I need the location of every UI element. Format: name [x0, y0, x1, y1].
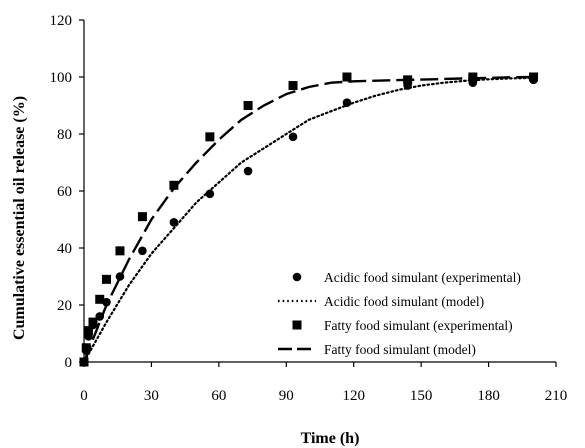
y-axis-ticks: 0 20 40 60 80 100 120	[50, 13, 84, 371]
x-tick-label: 180	[477, 388, 500, 404]
data-point-square	[342, 72, 352, 82]
data-point-circle	[138, 246, 147, 256]
legend-item: Fatty food simulant (experimental)	[292, 318, 513, 333]
x-tick-label: 90	[279, 388, 294, 404]
legend-square-marker	[292, 320, 302, 330]
data-point-square	[243, 101, 253, 110]
data-point-square	[88, 317, 98, 327]
data-point-square	[95, 294, 105, 304]
legend-label: Fatty food simulant (experimental)	[324, 318, 513, 333]
y-tick-label: 60	[57, 184, 72, 200]
data-point-circle	[102, 297, 111, 307]
series-fatty-food-simulant-model	[82, 75, 534, 363]
legend-item: Fatty food simulant (model)	[278, 342, 476, 357]
y-tick-label: 40	[57, 241, 72, 257]
series-acidic-food-simulant-model	[82, 76, 535, 364]
data-point-circle	[243, 166, 253, 176]
data-point-square	[529, 72, 539, 82]
series-line	[82, 75, 534, 363]
legend: Acidic food simulant (experimental) Acidi…	[278, 270, 521, 357]
y-axis-title: Cumulative essential oil release (%)	[11, 96, 28, 340]
axes	[83, 20, 556, 363]
data-point-square	[468, 72, 478, 82]
x-tick-label: 150	[410, 388, 433, 404]
y-tick-label: 120	[50, 13, 73, 29]
legend-label: Fatty food simulant (model)	[324, 342, 476, 357]
plot-area	[79, 72, 539, 367]
x-tick-label: 210	[545, 388, 568, 404]
data-point-square	[169, 180, 179, 190]
x-tick-label: 30	[144, 388, 159, 404]
data-point-square	[288, 81, 298, 91]
x-axis-ticks: 0 30 60 90 120 150 180 210	[80, 362, 567, 404]
y-tick-label: 20	[57, 298, 72, 314]
data-point-square	[115, 246, 125, 256]
data-point-square	[205, 132, 215, 142]
x-tick-label: 0	[80, 388, 88, 404]
legend-label: Acidic food simulant (model)	[324, 294, 484, 309]
legend-circle-marker	[292, 272, 302, 282]
y-tick-label: 80	[57, 127, 72, 143]
data-point-square	[81, 343, 91, 353]
x-tick-label: 120	[342, 388, 365, 404]
x-tick-label: 60	[211, 388, 226, 404]
data-point-circle	[115, 272, 125, 281]
x-axis-title: Time (h)	[301, 430, 360, 447]
data-point-square	[101, 274, 111, 284]
y-tick-label: 100	[50, 70, 73, 86]
legend-label: Acidic food simulant (experimental)	[324, 270, 521, 285]
data-point-square	[137, 212, 147, 222]
data-point-circle	[288, 132, 298, 142]
data-point-square	[83, 326, 93, 336]
legend-item: Acidic food simulant (experimental)	[292, 270, 521, 285]
y-tick-label: 0	[65, 355, 73, 371]
series-line	[82, 76, 535, 364]
legend-item: Acidic food simulant (model)	[278, 294, 484, 309]
